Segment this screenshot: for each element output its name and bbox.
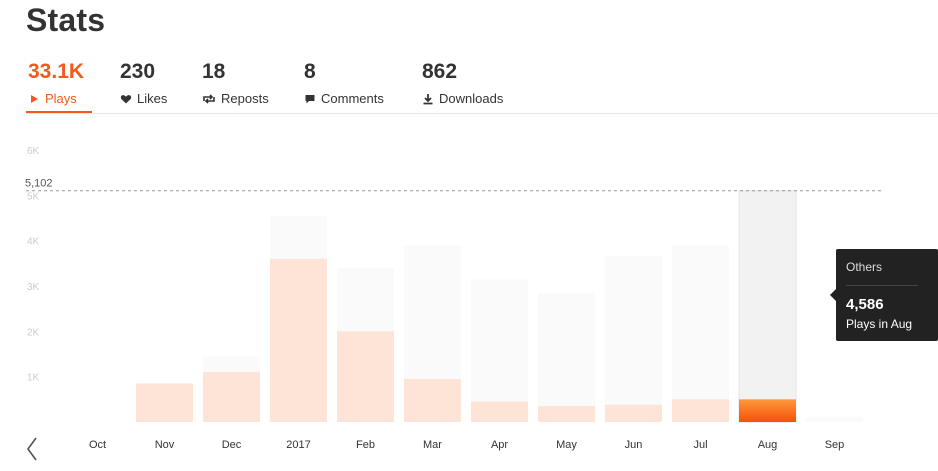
x-tick-label: Mar: [423, 439, 442, 451]
likes-label: Likes: [137, 91, 168, 106]
x-tick-label: Apr: [491, 439, 508, 451]
play-icon: [31, 94, 38, 103]
stat-tab-reposts[interactable]: 18 Reposts: [202, 60, 269, 106]
bar-value: [538, 406, 595, 422]
x-tick-label: May: [556, 439, 577, 451]
bar-total[interactable]: [738, 190, 797, 423]
bar-value: [270, 258, 327, 422]
tooltip-value: 4,586: [846, 296, 884, 313]
x-tick-label: Aug: [758, 439, 778, 451]
y-tick-label: 6K: [27, 146, 40, 157]
header-divider: [26, 113, 938, 114]
bar-value: [337, 331, 394, 422]
y-tick-label: 5K: [27, 191, 40, 202]
comments-label: Comments: [321, 91, 384, 106]
tooltip-caption: Plays in Aug: [846, 317, 913, 331]
bar-value: [136, 383, 193, 422]
downloads-label: Downloads: [439, 91, 504, 106]
y-tick-label: 4K: [27, 237, 40, 248]
plays-label: Plays: [45, 91, 77, 106]
bar-total: [605, 256, 662, 422]
download-icon: [423, 93, 433, 104]
tooltip-arrow: [830, 289, 836, 301]
tooltip-series: Others: [846, 260, 883, 274]
plays-count: 33.1K: [28, 60, 85, 83]
stat-tab-downloads[interactable]: 862 Downloads: [422, 60, 503, 106]
comment-icon: [305, 94, 315, 103]
max-value-label: 5,102: [25, 178, 53, 190]
comments-count: 8: [304, 60, 316, 83]
y-tick-label: 3K: [27, 282, 40, 293]
bar-value: [471, 401, 528, 422]
y-tick-label: 2K: [27, 327, 40, 338]
previous-period-button[interactable]: [22, 434, 42, 464]
bar-value: [203, 372, 260, 422]
page-title: Stats: [26, 2, 106, 38]
bar-value: [605, 404, 662, 422]
chart-tooltip: Others 4,586 Plays in Aug: [830, 249, 938, 341]
bar-value: [739, 399, 796, 422]
y-tick-label: 1K: [27, 373, 40, 384]
reposts-label: Reposts: [221, 91, 269, 106]
bar-value: [672, 399, 729, 422]
downloads-count: 862: [422, 60, 458, 83]
likes-count: 230: [120, 60, 156, 83]
bar-total: [538, 292, 595, 422]
x-tick-label: Feb: [356, 439, 375, 451]
stat-tab-likes[interactable]: 230 Likes: [120, 60, 167, 106]
x-tick-label: 2017: [286, 439, 310, 451]
chevron-left-icon: [27, 437, 37, 461]
stat-tab-comments[interactable]: 8 Comments: [304, 60, 384, 106]
x-tick-label: Oct: [89, 439, 106, 451]
x-tick-label: Dec: [222, 439, 242, 451]
reposts-count: 18: [202, 60, 226, 83]
stat-tab-plays[interactable]: 33.1K Plays: [28, 60, 84, 106]
tooltip-divider: [846, 285, 918, 286]
heart-icon: [120, 94, 132, 103]
active-tab-underline: [26, 111, 92, 113]
bar-total: [672, 245, 729, 422]
repost-icon: [203, 93, 215, 104]
bar-total: [471, 279, 528, 422]
x-tick-label: Jul: [693, 439, 707, 451]
x-tick-label: Jun: [625, 439, 643, 451]
x-tick-label: Sep: [825, 439, 845, 451]
x-tick-label: Nov: [155, 439, 175, 451]
bar-total: [806, 417, 863, 422]
bar-value: [404, 378, 461, 422]
